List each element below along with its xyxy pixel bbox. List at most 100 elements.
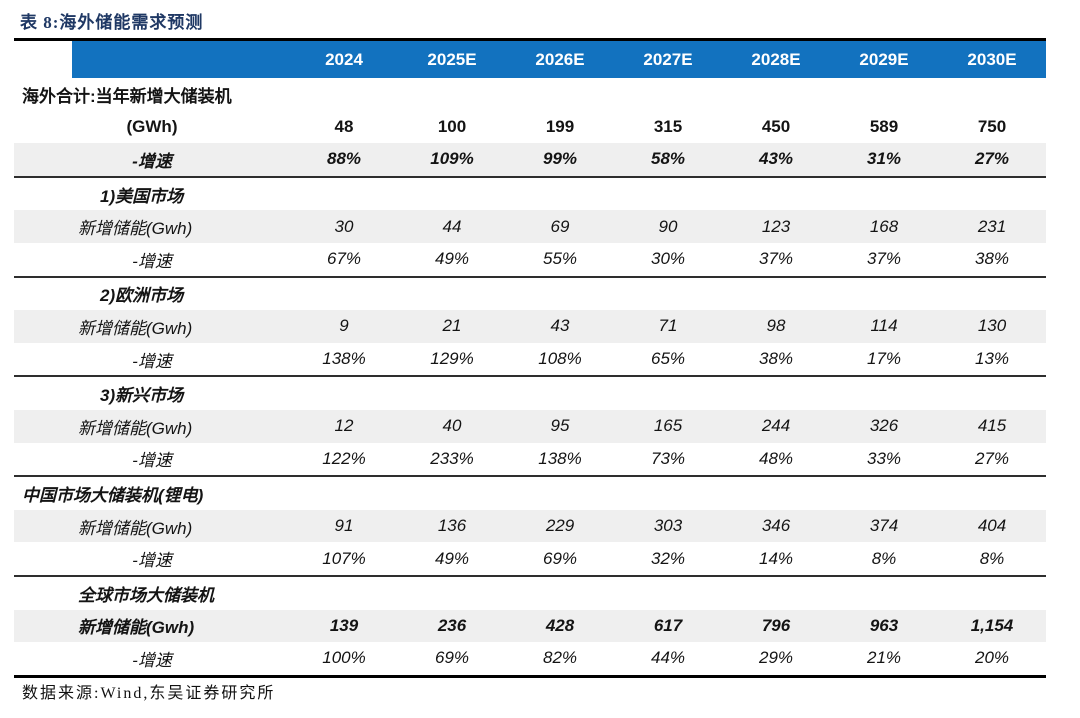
value-cell — [506, 377, 614, 410]
value-cell: 107% — [322, 548, 366, 568]
value-cell — [938, 278, 1046, 311]
value-cell: 69% — [542, 548, 578, 568]
value-cell — [830, 377, 938, 410]
value-cell — [830, 178, 938, 211]
row-label: -增速 — [132, 551, 172, 571]
column-header: 2026E — [535, 49, 585, 69]
value-cell — [614, 78, 722, 111]
value-cell: 796 — [761, 615, 791, 635]
forecast-table: 2024 2025E 2026E 2027E 2028E 2029E 2030E 海外合计:… — [14, 38, 1046, 678]
value-cell: 37% — [866, 249, 902, 269]
row-label: (GWh) — [126, 116, 178, 136]
value-cell: 44 — [442, 216, 462, 236]
value-cell: 8% — [979, 548, 1005, 568]
row-label: -增速 — [132, 451, 172, 471]
value-cell: 21% — [866, 648, 902, 668]
table-row: 新增储能(Gwh) 30 44 69 90 123 168 231 — [14, 210, 1046, 243]
value-cell: 29% — [758, 648, 794, 668]
row-label: 2)欧洲市场 — [100, 286, 184, 306]
table-row: -增速 100% 69% 82% 44% 29% 21% 20% — [14, 642, 1046, 678]
value-cell — [722, 477, 830, 510]
row-label: -增速 — [132, 251, 172, 271]
value-cell: 49% — [434, 249, 470, 269]
row-label: 新增储能(Gwh) — [78, 318, 193, 338]
row-label: 海外合计:当年新增大储装机 — [22, 86, 232, 106]
value-cell: 73% — [650, 448, 686, 468]
table-row: 新增储能(Gwh) 91 136 229 303 346 374 404 — [14, 509, 1046, 543]
column-header: 2025E — [427, 49, 477, 69]
value-cell: 30 — [334, 216, 354, 236]
row-label: -增速 — [132, 650, 172, 670]
table-row: 中国市场大储装机(锂电) — [14, 477, 1046, 510]
value-cell: 138% — [538, 448, 582, 468]
value-cell — [398, 477, 506, 510]
value-cell: 109% — [430, 149, 474, 169]
table-row: 新增储能(Gwh) 139 236 428 617 796 963 1,154 — [14, 609, 1046, 643]
value-cell: 450 — [761, 116, 791, 136]
value-cell: 88% — [326, 149, 362, 169]
table-row: 新增储能(Gwh) 12 40 95 165 244 326 415 — [14, 409, 1046, 443]
value-cell — [830, 577, 938, 610]
table-row: 新增储能(Gwh) 9 21 43 71 98 114 130 — [14, 310, 1046, 343]
value-cell — [398, 278, 506, 311]
value-cell: 30% — [650, 249, 686, 269]
value-cell: 71 — [658, 316, 678, 336]
value-cell: 82% — [542, 648, 578, 668]
value-cell — [506, 178, 614, 211]
value-cell: 27% — [974, 149, 1010, 169]
value-cell — [398, 78, 506, 111]
value-cell: 43 — [550, 316, 570, 336]
value-cell — [506, 577, 614, 610]
value-cell — [614, 278, 722, 311]
value-cell — [938, 78, 1046, 111]
value-cell: 139 — [329, 615, 359, 635]
value-cell: 8% — [871, 548, 897, 568]
value-cell — [938, 377, 1046, 410]
header-label-cell — [14, 41, 290, 78]
value-cell: 69 — [550, 216, 570, 236]
value-cell — [722, 78, 830, 111]
table-title: 表 8:海外储能需求预测 — [20, 13, 204, 32]
value-cell — [614, 477, 722, 510]
value-cell: 963 — [869, 615, 899, 635]
value-cell: 21 — [442, 316, 462, 336]
value-cell: 100% — [322, 648, 366, 668]
value-cell: 100 — [437, 116, 467, 136]
value-cell — [722, 278, 830, 311]
table-row: 3)新兴市场 — [14, 377, 1046, 410]
value-cell: 37% — [758, 249, 794, 269]
value-cell: 129% — [430, 349, 474, 369]
row-label: 1)美国市场 — [100, 186, 184, 206]
value-cell — [398, 577, 506, 610]
column-header: 2030E — [967, 49, 1017, 69]
value-cell: 303 — [653, 516, 683, 536]
value-cell — [398, 178, 506, 211]
value-cell: 99% — [542, 149, 578, 169]
value-cell: 48% — [758, 448, 794, 468]
value-cell — [506, 78, 614, 111]
value-cell: 12 — [334, 416, 354, 436]
table-header: 2024 2025E 2026E 2027E 2028E 2029E 2030E — [14, 41, 1046, 78]
table-row: -增速 107% 49% 69% 32% 14% 8% 8% — [14, 542, 1046, 577]
row-label: 3)新兴市场 — [100, 386, 184, 406]
value-cell: 38% — [758, 349, 794, 369]
value-cell — [614, 377, 722, 410]
value-cell: 750 — [977, 116, 1007, 136]
value-cell — [290, 178, 398, 211]
data-source: 数据来源:Wind,东吴证券研究所 — [22, 685, 276, 702]
value-cell: 95 — [550, 416, 570, 436]
value-cell — [614, 577, 722, 610]
value-cell: 17% — [866, 349, 902, 369]
value-cell — [830, 78, 938, 111]
value-cell — [938, 577, 1046, 610]
column-header: 2024 — [325, 49, 363, 69]
value-cell: 43% — [758, 149, 794, 169]
value-cell: 130 — [977, 316, 1007, 336]
value-cell: 122% — [322, 448, 366, 468]
row-label: 新增储能(Gwh) — [78, 518, 193, 538]
value-cell: 346 — [761, 516, 791, 536]
table-row: -增速 88% 109% 99% 58% 43% 31% 27% — [14, 143, 1046, 178]
value-cell: 98 — [766, 316, 786, 336]
value-cell: 13% — [974, 349, 1010, 369]
